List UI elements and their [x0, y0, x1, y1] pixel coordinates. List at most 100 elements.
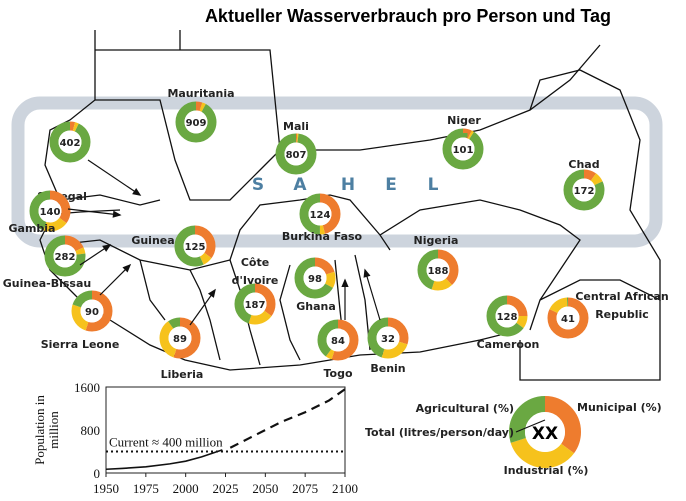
donut-hole [556, 306, 580, 330]
country-donut: 807 Mali [275, 120, 317, 175]
country-label: Côte [241, 256, 269, 269]
agricultural-segment [563, 169, 605, 211]
total-value: 98 [308, 274, 322, 285]
donut-hole [426, 258, 450, 282]
x-tick-label: 2075 [292, 481, 318, 496]
legend-arrow [515, 419, 546, 433]
plot-frame [105, 386, 346, 474]
industrial-segment [299, 193, 341, 235]
country-donut: 140 Gambia [9, 190, 71, 235]
donut-hole [451, 137, 475, 161]
x-tick-label: 2000 [173, 481, 199, 496]
sahel-letter: E [385, 175, 397, 195]
sahel-letter: S [252, 175, 264, 195]
country-label: Chad [568, 158, 599, 171]
country-donut: 124 Burkina Faso [282, 193, 363, 243]
country-donut: 282 Guinea-Bissau [3, 235, 91, 290]
sahel-letter: H [341, 175, 355, 195]
agricultural-segment [71, 290, 113, 332]
legend-total: Total (litres/person/day) [365, 426, 514, 439]
agricultural-segment [294, 257, 336, 299]
total-value: 282 [55, 252, 76, 263]
arrow-head [341, 278, 349, 288]
y-axis-label-line1: Population in [32, 395, 47, 465]
industrial-segment [159, 317, 201, 359]
legend-industrial: Industrial (%) [504, 464, 589, 477]
total-value: 402 [60, 138, 81, 149]
country-donut: 128 Cameroon [477, 295, 540, 351]
total-value: 84 [331, 336, 345, 347]
arrow [364, 269, 381, 321]
country-label: Republic [595, 308, 649, 321]
country-donut: 98 Ghana [294, 257, 336, 313]
country-label: d'Ivoire [232, 274, 279, 287]
y-axis-label-line2: million [46, 411, 61, 449]
donut-hole [572, 178, 596, 202]
arrow-head [132, 188, 142, 196]
country-label: Cameroon [477, 338, 540, 351]
y-tick-label: 0 [94, 466, 101, 481]
country-donut: 84 Togo [317, 319, 359, 380]
donut-hole [326, 328, 350, 352]
dashed-population-line [229, 388, 346, 449]
total-value: 125 [185, 242, 206, 253]
agricultural-segment [175, 101, 217, 143]
donut-hole [58, 130, 82, 154]
country-donut: 909 Mauritania [167, 87, 235, 143]
country-donut: 101 Niger [442, 114, 484, 170]
agricultural-segment [486, 295, 528, 337]
arrow [67, 208, 121, 216]
y-tick-label: 1600 [74, 380, 100, 395]
total-value: 32 [381, 334, 395, 345]
total-value: 172 [574, 186, 595, 197]
total-value: 124 [310, 210, 331, 221]
donut-hole [243, 292, 267, 316]
agricultural-segment [159, 317, 201, 359]
x-tick-label: 2025 [213, 481, 239, 496]
country-label: Central African [575, 290, 668, 303]
x-tick-label: 2050 [252, 481, 278, 496]
sahel-band [11, 96, 663, 248]
total-value: 89 [173, 334, 187, 345]
total-value: 807 [286, 150, 307, 161]
industrial-segment [417, 249, 459, 291]
arrow-head [112, 210, 122, 218]
donut-hole [284, 142, 308, 166]
total-value: 140 [40, 207, 61, 218]
total-value: 101 [453, 145, 474, 156]
agricultural-segment [44, 235, 86, 277]
country-label: Ghana [296, 300, 336, 313]
country-donut: 90 Sierra Leone [41, 290, 120, 351]
donut-hole [376, 326, 400, 350]
donut-hole [80, 299, 104, 323]
agricultural-segment [442, 128, 484, 170]
agricultural-segment [49, 121, 91, 163]
industrial-segment [509, 396, 581, 468]
country-label: Sierra Leone [41, 338, 120, 351]
country-label: Benin [370, 362, 405, 375]
legend-total-placeholder: XX [532, 424, 558, 444]
donut-hole [525, 412, 565, 452]
country-donut: 125 Guinea [131, 225, 216, 267]
total-value: 90 [85, 307, 99, 318]
industrial-segment [71, 290, 113, 332]
arrow-head [102, 244, 112, 252]
reference-line-label: Current ≈ 400 million [109, 435, 223, 450]
country-label: Liberia [161, 368, 204, 381]
agricultural-segment [275, 133, 317, 175]
total-value: 41 [561, 314, 575, 325]
agricultural-segment [174, 225, 216, 267]
arrow-head [122, 263, 132, 273]
legend: XX Agricultural (%) Municipal (%) Industria… [365, 396, 662, 477]
x-tick-label: 1975 [133, 481, 159, 496]
pointer-arrows [67, 159, 381, 326]
industrial-segment [367, 317, 409, 359]
arrow [189, 289, 216, 326]
donut-hole [168, 326, 192, 350]
donut-hole [38, 199, 62, 223]
donut-hole [495, 304, 519, 328]
agricultural-segment [547, 297, 589, 339]
agricultural-segment [417, 249, 459, 291]
